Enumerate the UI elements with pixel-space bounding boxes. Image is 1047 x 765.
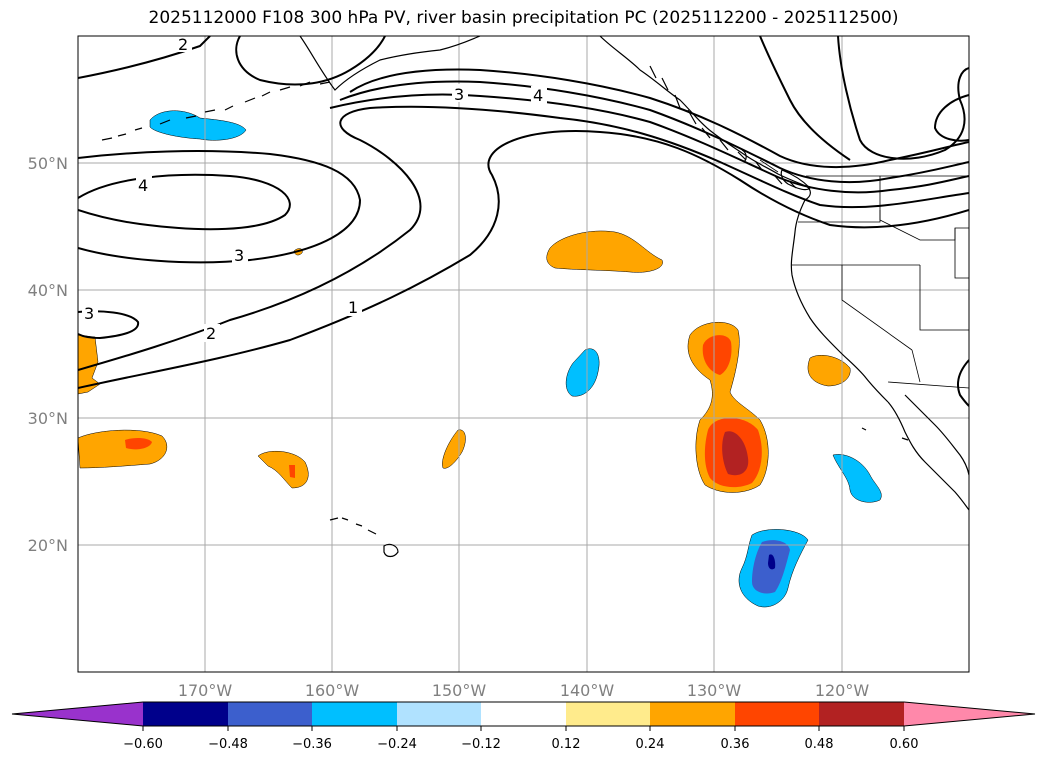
colorbar-tick-7: 0.24 — [636, 737, 665, 752]
precip-area-central-pacific-a — [78, 429, 168, 469]
contour-label-3-edge: 3 — [84, 304, 94, 323]
contour-east-coast — [957, 359, 969, 407]
colorbar-bin-3 — [312, 702, 397, 726]
precip-area-central-pacific-b-core — [289, 465, 295, 478]
precip-area-central-pacific-a-core — [125, 437, 152, 450]
lat-label-20n: 20°N — [28, 536, 68, 555]
colorbar-bin-1 — [143, 702, 228, 726]
pv-contours — [78, 36, 969, 407]
contour-2-south — [78, 105, 969, 371]
contour-5-band — [349, 68, 969, 169]
contour-north-east-inner — [933, 94, 969, 142]
lat-label-30n: 30°N — [28, 409, 68, 428]
colorbar-tick-8: 0.36 — [721, 737, 750, 752]
ca-nv-border — [841, 265, 913, 351]
lon-label-150w: 150°W — [432, 681, 487, 700]
contour-west-2-loop — [78, 36, 211, 79]
contour-labels: 2 3 4 4 3 3 2 1 — [82, 35, 547, 343]
idaho-east — [954, 228, 969, 279]
contour-label-3-west: 3 — [234, 246, 244, 265]
lon-label-160w: 160°W — [305, 681, 360, 700]
precip-area-negative-baja — [832, 454, 882, 503]
colorbar-bin-2 — [228, 702, 312, 726]
precip-area-west-edge — [78, 334, 101, 395]
contour-label-4-west: 4 — [138, 176, 148, 195]
precip-area-socal-coast — [807, 355, 851, 387]
az-mex-border — [887, 381, 969, 389]
lon-label-170w: 170°W — [178, 681, 233, 700]
contour-north-2 — [235, 36, 386, 86]
longitude-labels: 170°W 160°W 150°W 140°W 130°W 120°W — [178, 681, 870, 700]
contour-west-4-loop — [78, 173, 291, 231]
colorbar-tick-2: −0.48 — [208, 737, 248, 752]
plot-frame — [77, 35, 970, 673]
colorbar-bin-5 — [481, 702, 566, 726]
idaho-border — [879, 176, 969, 241]
lon-label-140w: 140°W — [560, 681, 615, 700]
channel-islands — [861, 427, 909, 441]
latitude-labels: 50°N 40°N 30°N 20°N — [28, 154, 68, 555]
contour-north-east-loop — [837, 36, 969, 160]
political-borders — [759, 159, 969, 389]
contour-west-3-loop — [78, 150, 362, 264]
contour-label-4-north: 4 — [533, 86, 543, 105]
vancouver-island — [780, 169, 811, 191]
contour-3-band — [329, 93, 969, 194]
contour-1 — [78, 130, 969, 389]
colorbar-bin-7 — [650, 702, 735, 726]
contour-label-3-north: 3 — [454, 85, 464, 104]
contour-label-1: 1 — [348, 298, 358, 317]
gulf-of-california — [904, 394, 969, 476]
colorbar-extend-high — [904, 702, 1035, 726]
contour-label-2-south: 2 — [206, 324, 216, 343]
baja-california — [887, 401, 969, 511]
lon-label-130w: 130°W — [687, 681, 742, 700]
contour-4-band — [339, 80, 969, 184]
lat-label-40n: 40°N — [28, 281, 68, 300]
plot-area — [78, 36, 969, 672]
precip-area-aleutian-negative — [149, 110, 247, 141]
colorbar-bin-8 — [735, 702, 819, 726]
colorbar-extend-low — [12, 702, 143, 726]
lat-label-50n: 50°N — [28, 154, 68, 173]
colorbar-tick-5: −0.12 — [461, 737, 501, 752]
nv-ut-border — [919, 265, 969, 331]
colorbar-tick-3: −0.36 — [292, 737, 332, 752]
colorbar: −0.60 −0.48 −0.36 −0.24 −0.12 0.12 0.24 … — [11, 701, 1036, 752]
precip-area-negative-south-min — [768, 554, 776, 570]
colorbar-tick-10: 0.60 — [890, 737, 919, 752]
precip-area-offshore-band-max — [722, 431, 749, 476]
alaska-coast — [299, 36, 481, 91]
contour-ne-edge — [759, 36, 851, 161]
us-west-coast — [790, 199, 889, 403]
hawaii-islands — [329, 517, 399, 558]
precipitation-shading — [78, 110, 882, 608]
colorbar-tick-6: 0.12 — [552, 737, 581, 752]
colorbar-bin-9 — [819, 702, 904, 726]
colorbar-bin-4 — [397, 702, 481, 726]
lon-label-120w: 120°W — [815, 681, 870, 700]
precip-area-central-pacific-b — [257, 450, 309, 489]
colorbar-tick-4: −0.24 — [377, 737, 417, 752]
az-border — [911, 349, 921, 383]
precip-area-central-pacific-c — [442, 429, 466, 469]
map-title: 2025112000 F108 300 hPa PV, river basin … — [148, 8, 899, 28]
precip-area-northeast-pacific — [546, 230, 663, 273]
colorbar-tick-1: −0.60 — [123, 737, 163, 752]
colorbar-tick-9: 0.48 — [805, 737, 834, 752]
alaska-bc-border — [759, 159, 779, 173]
contour-3-west-frag — [78, 310, 140, 340]
colorbar-bin-6 — [566, 702, 650, 726]
precip-area-offshore-band-north-core — [702, 335, 732, 375]
contour-label-2-north: 2 — [178, 35, 188, 54]
